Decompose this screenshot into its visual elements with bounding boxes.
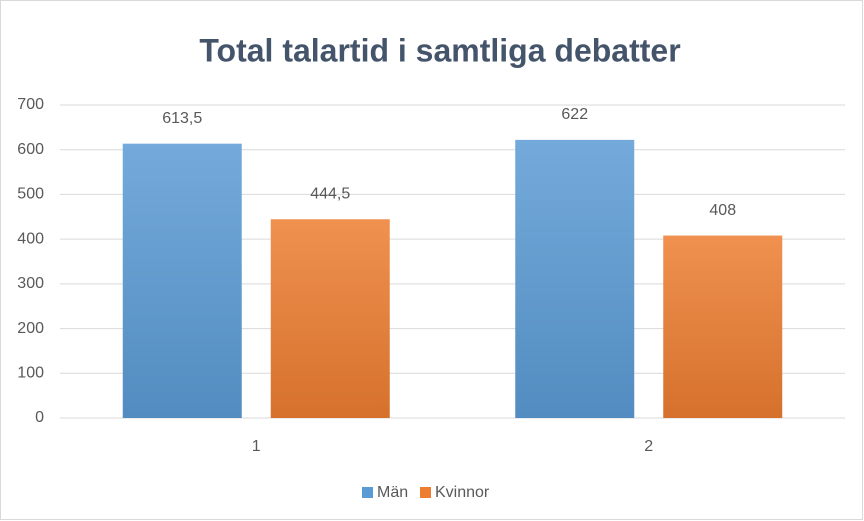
bar <box>515 139 635 418</box>
data-label: 622 <box>561 106 588 123</box>
bar <box>270 219 390 418</box>
legend-label: Kvinnor <box>435 484 490 501</box>
y-tick-label: 400 <box>17 230 44 247</box>
bar <box>122 143 242 418</box>
data-label: 408 <box>709 202 736 219</box>
data-label: 613,5 <box>162 110 202 127</box>
y-tick-label: 600 <box>17 141 44 158</box>
y-tick-label: 0 <box>35 409 44 426</box>
y-tick-label: 200 <box>17 320 44 337</box>
x-tick-label: 2 <box>644 438 653 455</box>
legend-swatch <box>362 487 373 498</box>
legend-label: Män <box>377 484 408 501</box>
legend-swatch <box>420 487 431 498</box>
y-tick-label: 100 <box>17 365 44 382</box>
y-tick-label: 500 <box>17 186 44 203</box>
x-tick-label: 1 <box>252 438 261 455</box>
chart-title: Total talartid i samtliga debatter <box>199 32 680 68</box>
bar <box>663 235 783 418</box>
data-label: 444,5 <box>310 185 350 202</box>
y-tick-label: 700 <box>17 96 44 113</box>
y-tick-label: 300 <box>17 275 44 292</box>
